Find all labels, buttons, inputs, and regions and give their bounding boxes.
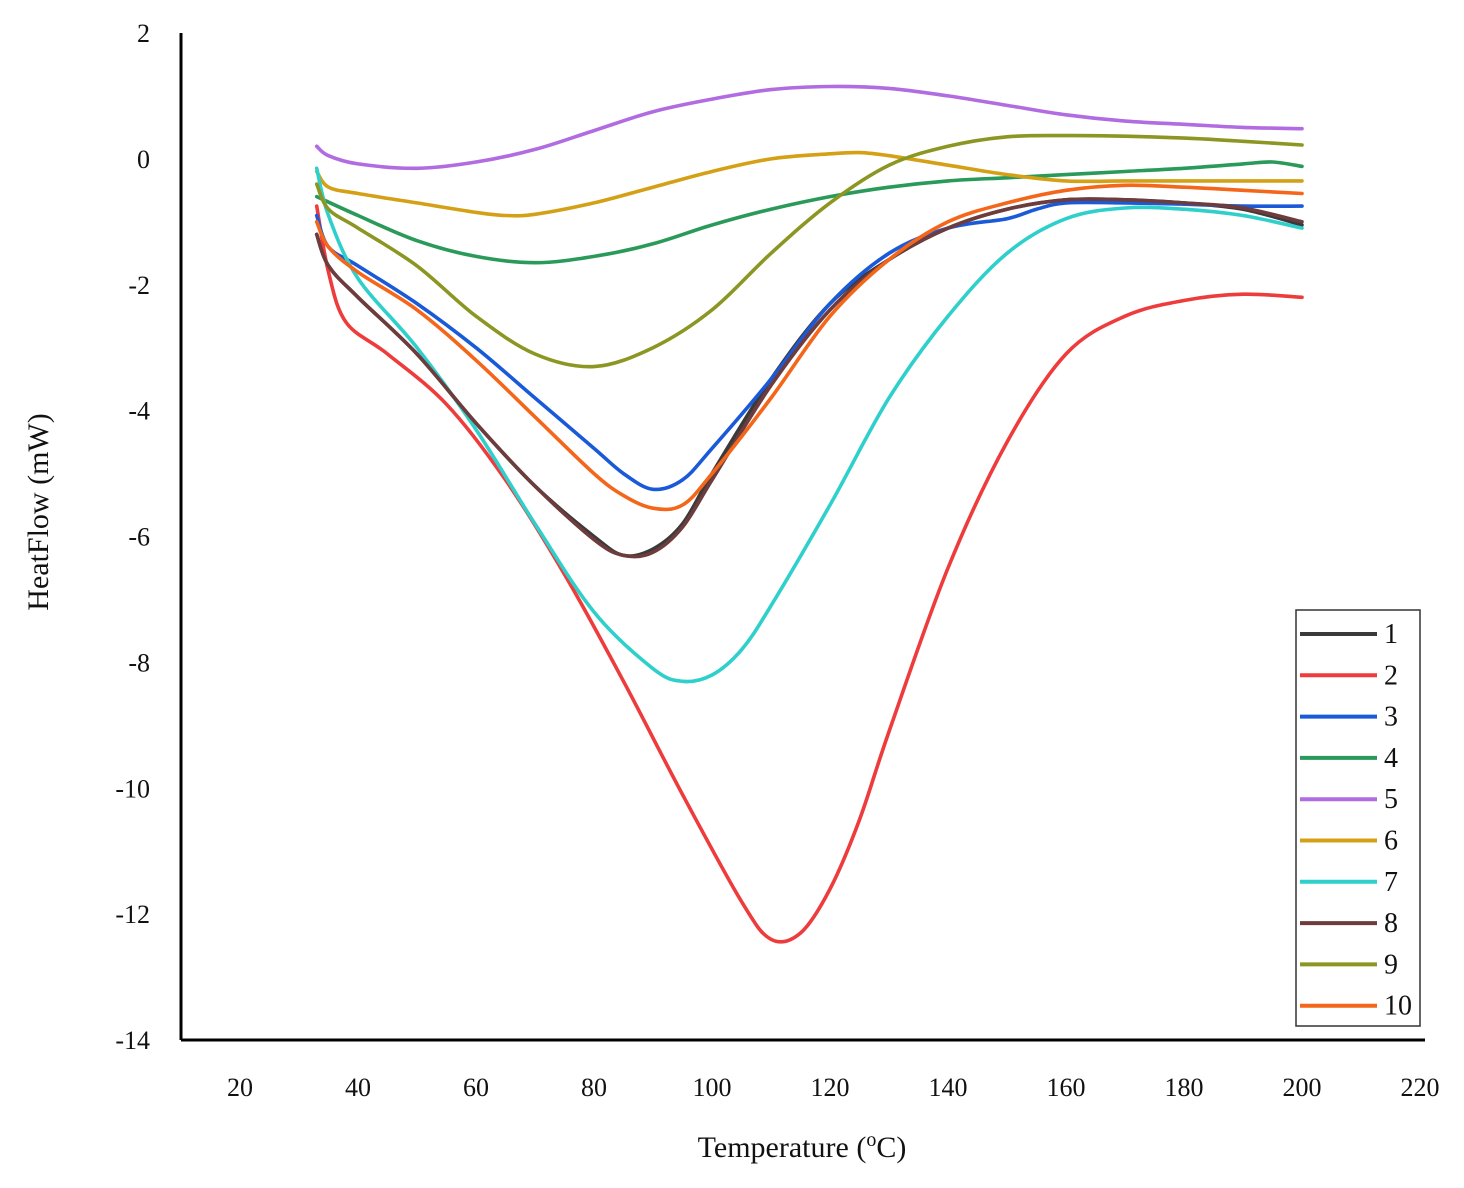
x-tick-label: 100 xyxy=(693,1073,732,1102)
x-tick-label: 180 xyxy=(1165,1073,1204,1102)
series-line-4 xyxy=(314,160,1304,265)
x-tick-label: 80 xyxy=(581,1073,607,1102)
series-line-6 xyxy=(314,150,1304,218)
x-axis-title-sup: o xyxy=(866,1129,876,1151)
y-tick-label: -2 xyxy=(128,271,150,300)
series-line-8 xyxy=(314,197,1304,559)
x-axis-title: Temperature (oC) xyxy=(698,1129,907,1164)
legend: 1 2 3 4 5 6 7 8 9 10 xyxy=(1295,609,1421,1027)
series-line-10 xyxy=(314,183,1304,512)
x-tick-label: 200 xyxy=(1283,1073,1322,1102)
x-tick-label: 120 xyxy=(811,1073,850,1102)
legend-box xyxy=(1295,609,1421,1027)
x-tick-label: 220 xyxy=(1401,1073,1440,1102)
plot-lines xyxy=(314,84,1304,944)
y-tick-label: -6 xyxy=(128,523,150,552)
legend-label: 5 xyxy=(1384,784,1398,815)
x-tick-label: 160 xyxy=(1047,1073,1086,1102)
legend-label: 8 xyxy=(1384,908,1398,939)
legend-label: 4 xyxy=(1384,743,1398,774)
y-tick-labels: 2 0 -2 -4 -6 -8 -10 -12 -14 xyxy=(115,19,150,1055)
y-tick-label: -4 xyxy=(128,397,150,426)
legend-label: 10 xyxy=(1384,991,1412,1022)
y-axis-title: HeatFlow (mW) xyxy=(22,413,55,610)
y-tick-label: -10 xyxy=(115,774,150,803)
x-tick-label: 20 xyxy=(227,1073,253,1102)
y-tick-label: -14 xyxy=(115,1026,150,1055)
y-tick-label: -12 xyxy=(115,900,150,929)
series-line-5 xyxy=(314,84,1304,171)
x-tick-label: 40 xyxy=(345,1073,371,1102)
series-line-9 xyxy=(314,133,1304,369)
x-axis-title-tail: C) xyxy=(876,1131,906,1164)
legend-label: 9 xyxy=(1384,949,1398,980)
legend-label: 1 xyxy=(1384,619,1398,650)
legend-label: 3 xyxy=(1384,702,1398,733)
legend-label: 7 xyxy=(1384,867,1398,898)
legend-label: 2 xyxy=(1384,660,1398,691)
x-axis-title-main: Temperature ( xyxy=(698,1131,867,1164)
y-tick-label: -8 xyxy=(128,648,150,677)
x-tick-labels: 20 40 60 80 100 120 140 160 180 200 220 xyxy=(227,1073,1440,1102)
x-tick-label: 140 xyxy=(929,1073,968,1102)
legend-label: 6 xyxy=(1384,826,1398,857)
y-tick-label: 0 xyxy=(137,145,150,174)
y-tick-label: 2 xyxy=(137,19,150,48)
x-tick-label: 60 xyxy=(463,1073,489,1102)
series-line-2 xyxy=(314,204,1304,944)
series-line-3 xyxy=(314,200,1304,492)
